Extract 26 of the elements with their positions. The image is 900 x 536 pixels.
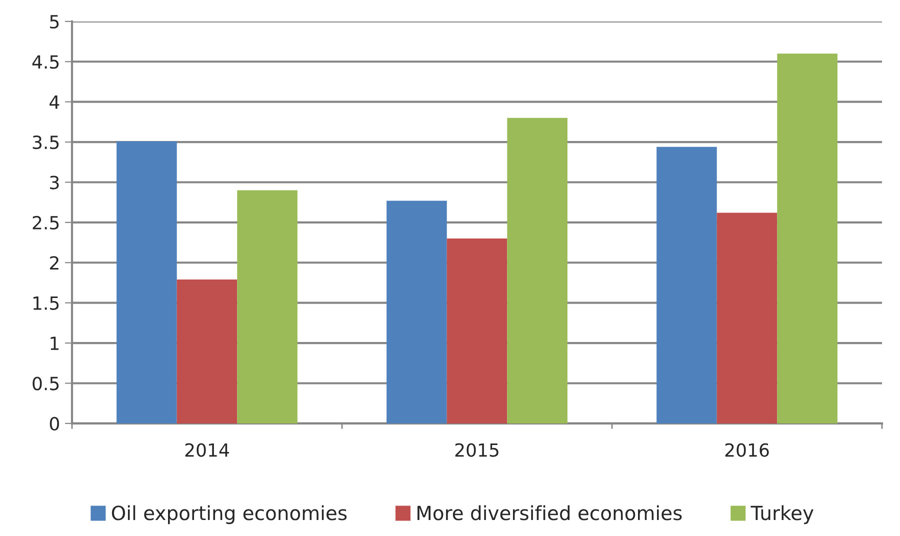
y-tick-label: 0 [50,416,59,431]
x-tick-label: 2016 [725,443,769,457]
bar [386,200,447,424]
x-tick-label: 2015 [455,443,498,457]
y-tick-label: 3.5 [32,136,59,150]
bar [656,146,717,424]
bar [716,212,778,424]
legend-label: Turkey [750,505,814,524]
legend-label: More diversified economies [418,505,682,520]
y-tick-label: 5 [50,15,59,29]
y-tick-label: 2 [50,256,58,270]
y-tick-label: 2.5 [32,216,59,230]
legend-label: Oil exporting economies [112,505,347,524]
bar [237,190,298,424]
y-tick-label: 3 [50,176,59,190]
y-tick-label: 1 [50,336,59,350]
y-tick-label: 0.5 [32,376,59,390]
bar [446,238,508,424]
bar [176,280,238,424]
bar [777,54,838,424]
bar [507,118,568,424]
y-tick-label: 4 [50,96,60,109]
y-tick-label: 1.5 [33,296,59,310]
bar [116,141,177,424]
x-tick-label: 2014 [185,443,229,457]
y-tick-label: 4.5 [32,55,59,69]
